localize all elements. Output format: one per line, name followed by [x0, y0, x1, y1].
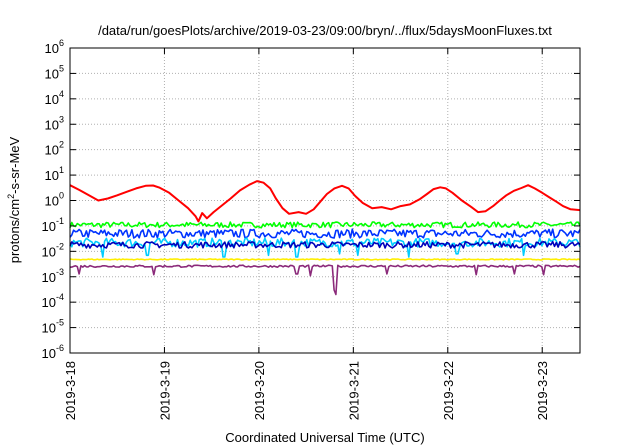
x-axis-label: Coordinated Universal Time (UTC): [225, 430, 424, 445]
series-group: [69, 180, 581, 296]
x-tick-label: 2019-3-19: [157, 361, 172, 420]
series-line-2: [69, 228, 581, 239]
y-tick-label: 105: [45, 63, 64, 81]
y-axis-label: protons/cm2-s-sr-MeV: [6, 136, 22, 263]
x-tick-label: 2019-3-22: [441, 361, 456, 420]
y-tick-label: 100: [45, 191, 64, 209]
x-tick-label: 2019-3-20: [252, 361, 267, 420]
series-line-1: [69, 221, 581, 229]
y-tick-label: 10-4: [42, 292, 64, 310]
x-tick-label: 2019-3-18: [63, 361, 78, 420]
series-line-4: [69, 240, 581, 249]
y-tick-label: 104: [45, 89, 64, 107]
y-tick-label: 10-6: [42, 343, 64, 361]
y-tick-label: 106: [45, 38, 64, 56]
y-tick-label: 103: [45, 114, 64, 132]
series-line-0: [69, 180, 581, 223]
y-tick-label: 10-1: [42, 216, 64, 234]
x-tick-label: 2019-3-21: [346, 361, 361, 420]
series-line-5: [69, 258, 581, 261]
series-line-6: [69, 264, 581, 296]
y-tick-label: 101: [45, 165, 64, 183]
series-line-3: [69, 237, 581, 258]
y-tick-label: 10-3: [42, 267, 64, 285]
y-tick-label: 10-5: [42, 318, 64, 336]
x-tick-label: 2019-3-23: [535, 361, 550, 420]
y-tick-label: 10-2: [42, 241, 64, 259]
x-axis-ticks: 2019-3-18 2019-3-19 2019-3-20 2019-3-21 2019…: [63, 48, 550, 420]
chart-title: /data/run/goesPlots/archive/2019-03-23/0…: [98, 23, 552, 38]
y-axis-ticks: 10-6 10-5 10-4 10-3 10-2 10-1 100 101 102 103 104 1…: [42, 38, 580, 361]
y-tick-label: 102: [45, 140, 64, 158]
